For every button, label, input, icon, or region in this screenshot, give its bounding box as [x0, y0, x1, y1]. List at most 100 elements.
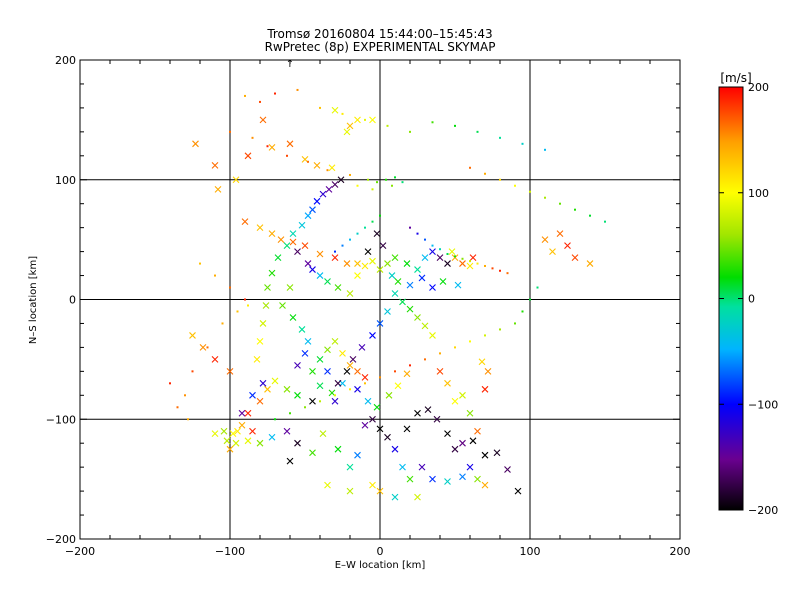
x-axis-label: E–W location [km] [335, 560, 426, 571]
colorbar-tick-label: −200 [748, 504, 778, 517]
data-point-cross [249, 391, 256, 399]
data-point-cross [286, 140, 294, 148]
data-point-dot [499, 136, 501, 139]
data-point-cross [294, 248, 301, 255]
y-tick-label: 100 [55, 174, 76, 187]
data-point-cross [354, 451, 361, 459]
data-point-cross [361, 421, 369, 429]
data-point-cross [504, 466, 511, 473]
data-point-dot [529, 298, 531, 301]
data-point-cross [294, 439, 301, 447]
data-point-cross [571, 254, 579, 261]
data-point-dot [469, 340, 471, 343]
data-point-cross [421, 322, 429, 330]
x-tick-label: 200 [670, 545, 691, 558]
data-point-dot [544, 196, 546, 199]
data-point-dot [286, 154, 288, 157]
data-point-cross [459, 439, 466, 447]
data-point-cross [376, 425, 384, 433]
data-point-cross [429, 284, 436, 291]
data-point-cross [394, 382, 402, 390]
data-point-dot [391, 184, 393, 187]
data-point-cross [469, 254, 477, 261]
data-point-dot [604, 220, 606, 223]
data-point-cross [369, 257, 376, 265]
y-tick-label: −200 [46, 533, 76, 546]
x-tick-label: −200 [65, 545, 95, 558]
data-point-dot [274, 92, 276, 95]
data-point-cross [354, 116, 361, 124]
data-point-cross [364, 397, 372, 405]
data-point-cross [418, 463, 426, 471]
data-point-dot [191, 370, 194, 373]
data-point-dot [334, 394, 336, 397]
data-point-cross [294, 361, 301, 369]
data-point-cross [364, 248, 372, 255]
data-point-dot [394, 176, 396, 179]
data-point-cross [189, 332, 196, 339]
data-point-dot [589, 214, 591, 217]
data-point-cross [414, 493, 421, 501]
north-marker-label: ↑ [286, 59, 294, 70]
data-point-dot [244, 94, 246, 97]
data-point-cross [199, 344, 207, 351]
data-point-cross [268, 230, 276, 238]
data-point-cross [346, 290, 354, 297]
data-point-cross [334, 284, 342, 291]
data-point-cross [451, 254, 459, 261]
data-point-cross [414, 266, 421, 273]
y-tick-label: −100 [46, 413, 76, 426]
data-point-cross [399, 463, 406, 471]
data-point-dot [341, 244, 344, 247]
y-tick-label: 0 [69, 294, 76, 307]
data-point-dot [424, 358, 426, 361]
data-point-cross [324, 346, 331, 354]
data-point-cross [459, 260, 466, 267]
data-point-dot [424, 238, 426, 241]
data-point-cross [384, 260, 391, 267]
data-point-dot [364, 226, 366, 229]
data-point-cross [279, 302, 286, 309]
data-point-dot [476, 262, 479, 265]
data-point-cross [309, 397, 316, 405]
data-point-dot [221, 322, 224, 325]
x-tick-label: −100 [215, 545, 245, 558]
data-point-cross [466, 409, 474, 417]
data-point-cross [414, 409, 421, 417]
data-point-cross [388, 272, 396, 279]
data-point-cross [289, 230, 297, 238]
data-point-cross [444, 430, 451, 438]
data-point-cross [301, 349, 309, 357]
data-point-cross [220, 427, 228, 435]
data-point-cross [444, 379, 451, 387]
data-point-dot [529, 190, 531, 193]
data-point-cross [316, 382, 324, 390]
data-point-cross [324, 278, 331, 285]
data-point-dot [379, 376, 381, 379]
x-tick-label: 0 [377, 545, 384, 558]
data-point-cross [331, 254, 339, 261]
data-point-cross [376, 320, 384, 327]
data-point-cross [244, 152, 252, 160]
data-point-dot [431, 121, 434, 124]
data-point-cross [451, 445, 459, 453]
data-point-cross [214, 185, 222, 193]
data-point-dot [499, 328, 501, 331]
data-point-cross [316, 250, 324, 258]
data-point-cross [406, 281, 414, 289]
data-point-cross [346, 361, 354, 369]
data-point-dot [514, 322, 516, 325]
data-point-dot [409, 130, 411, 133]
data-point-cross [586, 260, 594, 267]
data-point-dot [251, 136, 254, 139]
data-point-cross [211, 355, 219, 363]
data-point-cross [271, 377, 279, 385]
data-point-dot [559, 202, 561, 205]
data-point-cross [391, 254, 399, 261]
data-point-cross [406, 475, 414, 483]
data-point-cross [264, 284, 271, 291]
data-point-cross [436, 367, 444, 375]
data-point-dot [296, 88, 299, 91]
data-point-cross [232, 176, 240, 184]
data-point-cross [343, 260, 351, 267]
